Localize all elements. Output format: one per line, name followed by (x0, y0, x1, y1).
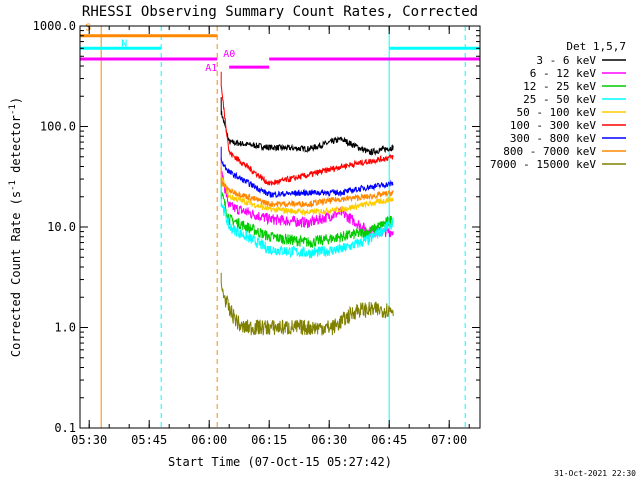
x-tick-label: 06:30 (311, 433, 347, 447)
legend-label: 800 - 7000 keV (503, 145, 596, 158)
series-line-4 (220, 161, 394, 217)
mode-label-n: N (121, 38, 127, 49)
y-axis-label: Corrected Count Rate (s-1 detector-1) (8, 97, 23, 357)
series-line-7 (220, 167, 394, 209)
mode-label-a0: A0 (223, 49, 235, 60)
x-tick-label: 07:00 (431, 433, 467, 447)
y-tick-label: 1.0 (54, 321, 76, 335)
footer-timestamp: 31-Oct-2021 22:30 (554, 469, 636, 478)
mode-label-s: S (85, 23, 91, 34)
y-tick-label: 10.0 (47, 220, 76, 234)
x-tick-label: 06:45 (371, 433, 407, 447)
x-tick-label: 06:00 (191, 433, 227, 447)
y-tick-label: 100.0 (40, 120, 76, 134)
legend-label: 3 - 6 keV (536, 54, 596, 67)
legend-label: 7000 - 15000 keV (490, 158, 596, 171)
legend-label: 6 - 12 keV (530, 67, 597, 80)
y-tick-label: 1000.0 (33, 19, 76, 33)
mode-label-a1: A1 (205, 63, 217, 74)
y-tick-label: 0.1 (54, 421, 76, 435)
x-tick-label: 05:45 (131, 433, 167, 447)
series-line-5 (220, 71, 394, 187)
series-line-2 (220, 177, 394, 249)
series-line-6 (220, 146, 394, 198)
series-line-3 (220, 186, 394, 259)
x-tick-label: 05:30 (71, 433, 107, 447)
chart-title: RHESSI Observing Summary Count Rates, Co… (82, 4, 478, 20)
legend-label: 25 - 50 keV (523, 93, 596, 106)
x-tick-label: 06:15 (251, 433, 287, 447)
plot-frame (79, 25, 481, 429)
legend-title: Det 1,5,7 (566, 40, 626, 53)
series-line-1 (220, 157, 394, 238)
series-line-0 (220, 97, 394, 156)
legend-label: 50 - 100 keV (517, 106, 597, 119)
legend-label: 300 - 800 keV (510, 132, 596, 145)
legend-label: 100 - 300 keV (510, 119, 596, 132)
legend-label: 12 - 25 keV (523, 80, 596, 93)
series-line-8 (220, 272, 394, 336)
x-axis-label: Start Time (07-Oct-15 05:27:42) (168, 455, 392, 469)
